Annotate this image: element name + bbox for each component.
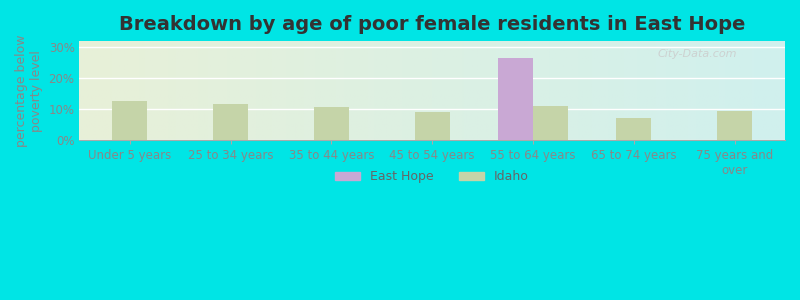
Title: Breakdown by age of poor female residents in East Hope: Breakdown by age of poor female resident… bbox=[119, 15, 746, 34]
Bar bbox=[414, 112, 450, 140]
Bar bbox=[213, 104, 248, 140]
Bar bbox=[498, 58, 533, 140]
Bar bbox=[533, 106, 568, 140]
Legend: East Hope, Idaho: East Hope, Idaho bbox=[330, 165, 534, 188]
Bar bbox=[112, 100, 147, 140]
Bar bbox=[314, 107, 349, 140]
Text: City-Data.com: City-Data.com bbox=[658, 49, 738, 59]
Y-axis label: percentage below
poverty level: percentage below poverty level bbox=[15, 34, 43, 147]
Bar bbox=[616, 118, 651, 140]
Bar bbox=[717, 111, 752, 140]
